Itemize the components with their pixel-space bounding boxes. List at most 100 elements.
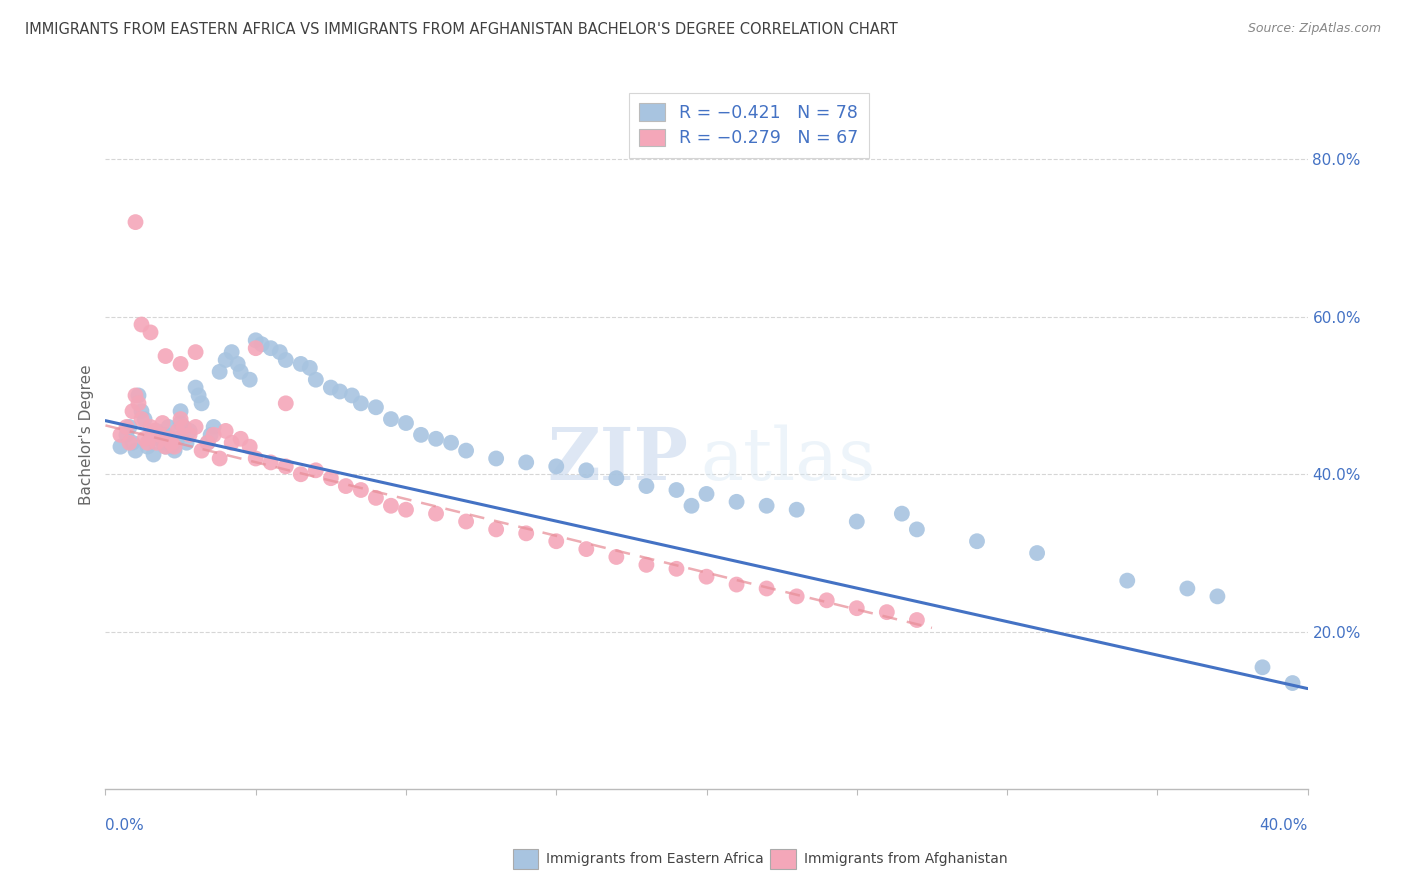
Point <box>155 440 177 454</box>
Point <box>166 432 188 446</box>
Point <box>274 396 297 410</box>
Point <box>179 424 201 438</box>
Point <box>274 353 297 368</box>
Point <box>214 353 236 368</box>
Point <box>229 432 252 446</box>
Point <box>197 435 219 450</box>
Point <box>440 435 463 450</box>
Point <box>636 479 658 493</box>
Text: Immigrants from Afghanistan: Immigrants from Afghanistan <box>804 852 1008 866</box>
Point <box>173 420 195 434</box>
Point <box>409 428 432 442</box>
Point <box>815 593 838 607</box>
Point <box>184 420 207 434</box>
Point <box>169 404 191 418</box>
Y-axis label: Bachelor's Degree: Bachelor's Degree <box>79 365 94 505</box>
Point <box>128 396 150 410</box>
Point <box>160 440 183 454</box>
Point <box>163 443 186 458</box>
Point <box>755 499 778 513</box>
Point <box>124 215 146 229</box>
Point <box>605 549 627 564</box>
Point <box>546 534 568 549</box>
Point <box>160 435 183 450</box>
Point <box>124 388 146 402</box>
Point <box>121 404 143 418</box>
Point <box>786 502 808 516</box>
Text: Source: ZipAtlas.com: Source: ZipAtlas.com <box>1247 22 1381 36</box>
Point <box>454 443 477 458</box>
Point <box>340 388 363 402</box>
Point <box>152 435 174 450</box>
Point <box>121 435 143 450</box>
Point <box>380 499 402 513</box>
Point <box>208 451 231 466</box>
Point <box>454 515 477 529</box>
Point <box>1175 582 1198 596</box>
Point <box>136 435 159 450</box>
Point <box>221 435 243 450</box>
Point <box>350 396 373 410</box>
Point <box>1026 546 1049 560</box>
Text: ZIP: ZIP <box>547 425 689 495</box>
Point <box>179 428 201 442</box>
Point <box>124 443 146 458</box>
Point <box>636 558 658 572</box>
Point <box>890 507 912 521</box>
Point <box>575 542 598 557</box>
Point <box>197 435 219 450</box>
Point <box>245 451 267 466</box>
Point <box>184 380 207 394</box>
Point <box>166 424 188 438</box>
Legend: R = −0.421   N = 78, R = −0.279   N = 67: R = −0.421 N = 78, R = −0.279 N = 67 <box>628 93 869 158</box>
Point <box>395 502 418 516</box>
Point <box>184 345 207 359</box>
Point <box>696 570 718 584</box>
Point <box>134 412 156 426</box>
Point <box>305 373 328 387</box>
Point <box>786 590 808 604</box>
Text: 40.0%: 40.0% <box>1260 818 1308 833</box>
Point <box>155 440 177 454</box>
Point <box>148 428 170 442</box>
Point <box>395 416 418 430</box>
Point <box>226 357 249 371</box>
Point <box>485 523 508 537</box>
Point <box>157 432 180 446</box>
Point <box>966 534 988 549</box>
Point <box>145 424 167 438</box>
Point <box>142 448 165 462</box>
Text: IMMIGRANTS FROM EASTERN AFRICA VS IMMIGRANTS FROM AFGHANISTAN BACHELOR'S DEGREE : IMMIGRANTS FROM EASTERN AFRICA VS IMMIGR… <box>25 22 898 37</box>
Point <box>845 601 868 615</box>
Point <box>131 404 153 418</box>
Point <box>176 435 198 450</box>
Point <box>139 326 162 340</box>
Point <box>142 424 165 438</box>
Point <box>202 420 225 434</box>
Point <box>139 420 162 434</box>
Point <box>725 495 748 509</box>
Point <box>169 412 191 426</box>
Point <box>1206 590 1229 604</box>
Point <box>155 349 177 363</box>
Point <box>1116 574 1139 588</box>
Point <box>260 341 283 355</box>
Point <box>329 384 352 399</box>
Point <box>131 412 153 426</box>
Point <box>173 420 195 434</box>
Point <box>845 515 868 529</box>
Point <box>118 435 141 450</box>
Point <box>148 432 170 446</box>
Point <box>169 357 191 371</box>
Point <box>239 373 262 387</box>
Point <box>157 420 180 434</box>
Point <box>665 483 688 497</box>
Point <box>364 491 387 505</box>
Point <box>681 499 703 513</box>
Point <box>380 412 402 426</box>
Point <box>145 435 167 450</box>
Point <box>425 507 447 521</box>
Point <box>260 455 283 469</box>
Point <box>190 396 212 410</box>
Point <box>274 459 297 474</box>
